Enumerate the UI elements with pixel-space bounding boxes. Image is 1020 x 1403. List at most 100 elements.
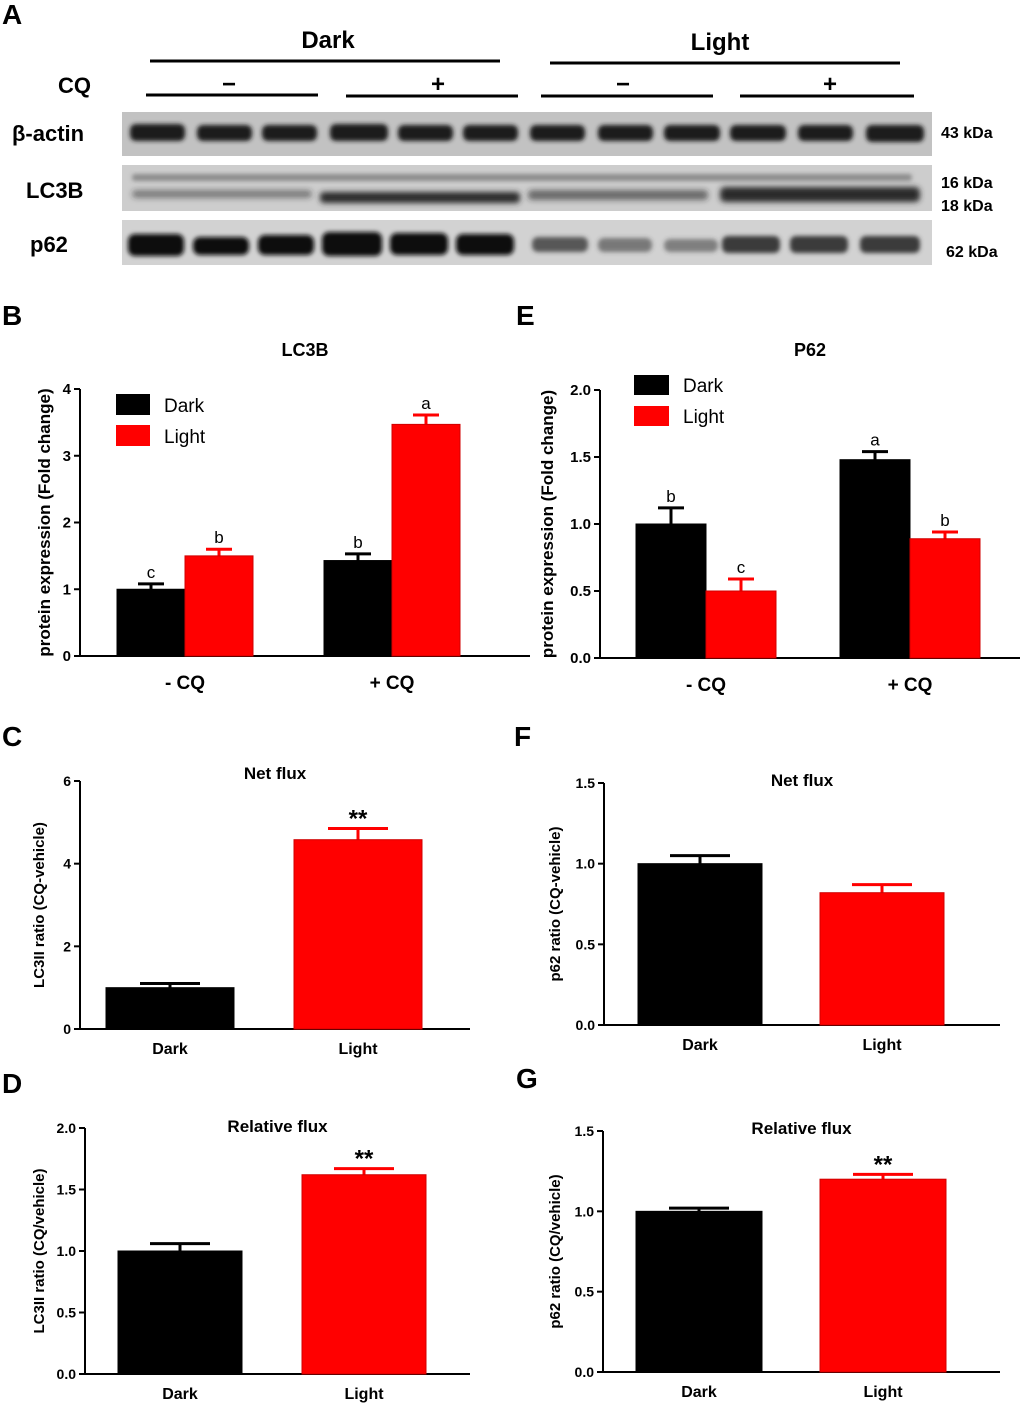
- legend-swatch-dark: [116, 394, 150, 415]
- bar-dark-1: [116, 588, 186, 657]
- cq-label: CQ: [58, 73, 91, 98]
- cq-sign-1: −: [222, 71, 236, 98]
- y-axis-label: LC3II ratio (CQ-vehicle): [31, 822, 48, 988]
- y-tick-label: 1.0: [57, 1243, 77, 1259]
- y-tick-label: 0: [63, 1021, 71, 1037]
- y-tick-label: 1.0: [575, 1203, 595, 1219]
- legend-label-dark: Dark: [683, 376, 724, 397]
- significance-letter: c: [147, 563, 156, 582]
- y-tick-label: 0.0: [575, 1364, 595, 1380]
- y-tick-label: 1.0: [570, 516, 591, 533]
- chart-title: Relative flux: [751, 1119, 852, 1138]
- y-tick-label: 0.0: [576, 1017, 596, 1033]
- y-tick-label: 3: [63, 448, 71, 465]
- bar-light-2: [909, 538, 981, 659]
- x-category-label: Light: [862, 1037, 902, 1054]
- blot-strip-lc3b: [122, 165, 932, 211]
- bar-dark: [635, 1210, 763, 1373]
- panel-g-p62-relative-flux-chart: G Relative flux p62 ratio (CQ/vehicle) 0.0 0…: [516, 1063, 1000, 1401]
- x-category-label: Light: [338, 1041, 378, 1058]
- bar-light: [293, 839, 423, 1030]
- bar-dark: [117, 1250, 243, 1375]
- blot-strip-p62: [122, 220, 932, 265]
- panel-c-lc3-net-flux-chart: C Net flux LC3II ratio (CQ-vehicle) 0 2 4 6 Dar…: [2, 721, 470, 1058]
- panel-letter-f: F: [514, 721, 531, 752]
- significance-letter: b: [940, 511, 949, 530]
- blot-strip-actin: [122, 112, 932, 156]
- panel-letter-a: A: [2, 0, 22, 30]
- cq-sign-2: +: [431, 71, 445, 98]
- bar-light: [819, 892, 945, 1026]
- y-tick-label: 1.5: [57, 1182, 77, 1198]
- cq-sign-4: +: [823, 71, 837, 98]
- cq-sign-3: −: [616, 71, 630, 98]
- y-tick-label: 6: [63, 773, 71, 789]
- y-axis-label: LC3II ratio (CQ/vehicle): [31, 1168, 48, 1333]
- panel-d-lc3-relative-flux-chart: D Relative flux LC3II ratio (CQ/vehicle) 0.…: [2, 1068, 470, 1403]
- x-category-label: Dark: [162, 1386, 198, 1403]
- x-category-label: - CQ: [165, 673, 205, 694]
- significance-letter: b: [214, 528, 223, 547]
- y-tick-label: 1.5: [576, 775, 596, 791]
- group-label-dark: Dark: [301, 27, 355, 54]
- bar-light: [819, 1178, 947, 1373]
- y-tick-label: 2: [63, 515, 71, 532]
- bar-dark-2: [839, 459, 911, 659]
- legend-swatch-dark: [634, 375, 669, 395]
- bar-dark: [105, 987, 235, 1030]
- y-axis-label: protein expression (Fold change): [538, 390, 557, 658]
- blot-row-label-lc3b: LC3B: [26, 178, 83, 203]
- y-tick-label: 2.0: [570, 382, 591, 399]
- bar-dark-2: [323, 560, 393, 657]
- x-category-label: Light: [344, 1386, 384, 1403]
- kda-label-lc3b-18: 18 kDa: [941, 198, 993, 215]
- bar-light-2: [391, 423, 461, 657]
- group-label-light: Light: [691, 29, 750, 56]
- significance-letter: a: [421, 394, 431, 413]
- bar-light-1: [705, 590, 777, 659]
- panel-letter-e: E: [516, 300, 535, 331]
- y-axis-label: protein expression (Fold change): [35, 388, 54, 656]
- y-tick-label: 0.5: [575, 1284, 595, 1300]
- panel-a-western-blot: A Dark Light CQ − + − + β-actin LC3B p62…: [2, 0, 998, 265]
- significance-letter: b: [666, 487, 675, 506]
- y-tick-label: 2.0: [57, 1120, 77, 1136]
- x-category-label: Dark: [152, 1041, 188, 1058]
- bar-dark: [637, 863, 763, 1026]
- significance-letter: b: [353, 533, 362, 552]
- y-tick-label: 0: [63, 648, 71, 665]
- panel-f-p62-net-flux-chart: F Net flux p62 ratio (CQ-vehicle) 0.0 0.5 1.0…: [514, 721, 1000, 1054]
- significance-letter: a: [870, 431, 880, 450]
- y-tick-label: 1: [63, 581, 71, 598]
- panel-letter-g: G: [516, 1063, 538, 1094]
- significance-stars: **: [355, 1146, 374, 1173]
- x-category-label: Dark: [682, 1037, 718, 1054]
- y-tick-label: 4: [63, 856, 71, 872]
- kda-label-p62: 62 kDa: [946, 244, 998, 261]
- legend-label-light: Light: [164, 427, 206, 448]
- legend-swatch-light: [634, 406, 669, 426]
- y-tick-label: 0.5: [57, 1305, 77, 1321]
- significance-stars: **: [349, 806, 368, 833]
- x-category-label: + CQ: [370, 673, 415, 694]
- x-category-label: Light: [863, 1384, 903, 1401]
- significance-stars: **: [874, 1151, 893, 1178]
- bar-light-1: [184, 555, 254, 657]
- y-tick-label: 4: [63, 381, 72, 398]
- kda-label-lc3b-16: 16 kDa: [941, 175, 993, 192]
- chart-title: Net flux: [244, 764, 307, 783]
- blot-row-label-actin: β-actin: [12, 121, 84, 146]
- y-axis-label: p62 ratio (CQ-vehicle): [547, 826, 564, 981]
- x-category-label: Dark: [681, 1384, 717, 1401]
- y-tick-label: 1.0: [576, 856, 596, 872]
- legend-label-light: Light: [683, 407, 725, 428]
- legend-label-dark: Dark: [164, 396, 205, 417]
- y-tick-label: 0.5: [570, 583, 591, 600]
- kda-label-actin: 43 kDa: [941, 125, 993, 142]
- blot-row-label-p62: p62: [30, 232, 68, 257]
- y-tick-label: 1.5: [570, 449, 591, 466]
- bar-light: [301, 1174, 427, 1375]
- chart-title: Net flux: [771, 771, 834, 790]
- panel-letter-c: C: [2, 721, 22, 752]
